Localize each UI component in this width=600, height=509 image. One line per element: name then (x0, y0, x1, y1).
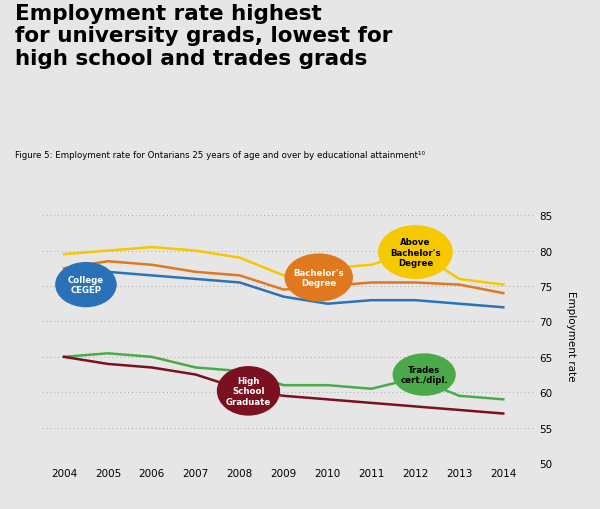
Text: Above
Bachelor's
Degree: Above Bachelor's Degree (390, 237, 441, 268)
Ellipse shape (217, 366, 280, 416)
Text: High
School
Graduate: High School Graduate (226, 376, 271, 406)
Ellipse shape (55, 263, 116, 307)
Text: Employment rate highest
for university grads, lowest for
high school and trades : Employment rate highest for university g… (15, 4, 392, 69)
Ellipse shape (284, 254, 353, 302)
Text: Figure 5: Employment rate for Ontarians 25 years of age and over by educational : Figure 5: Employment rate for Ontarians … (15, 151, 425, 160)
Y-axis label: Employment rate: Employment rate (566, 291, 576, 381)
Ellipse shape (392, 354, 456, 396)
Text: Trades
cert./dipl.: Trades cert./dipl. (400, 365, 448, 385)
Text: College
CEGEP: College CEGEP (68, 275, 104, 295)
Ellipse shape (378, 225, 453, 279)
Text: Bachelor's
Degree: Bachelor's Degree (293, 268, 344, 288)
